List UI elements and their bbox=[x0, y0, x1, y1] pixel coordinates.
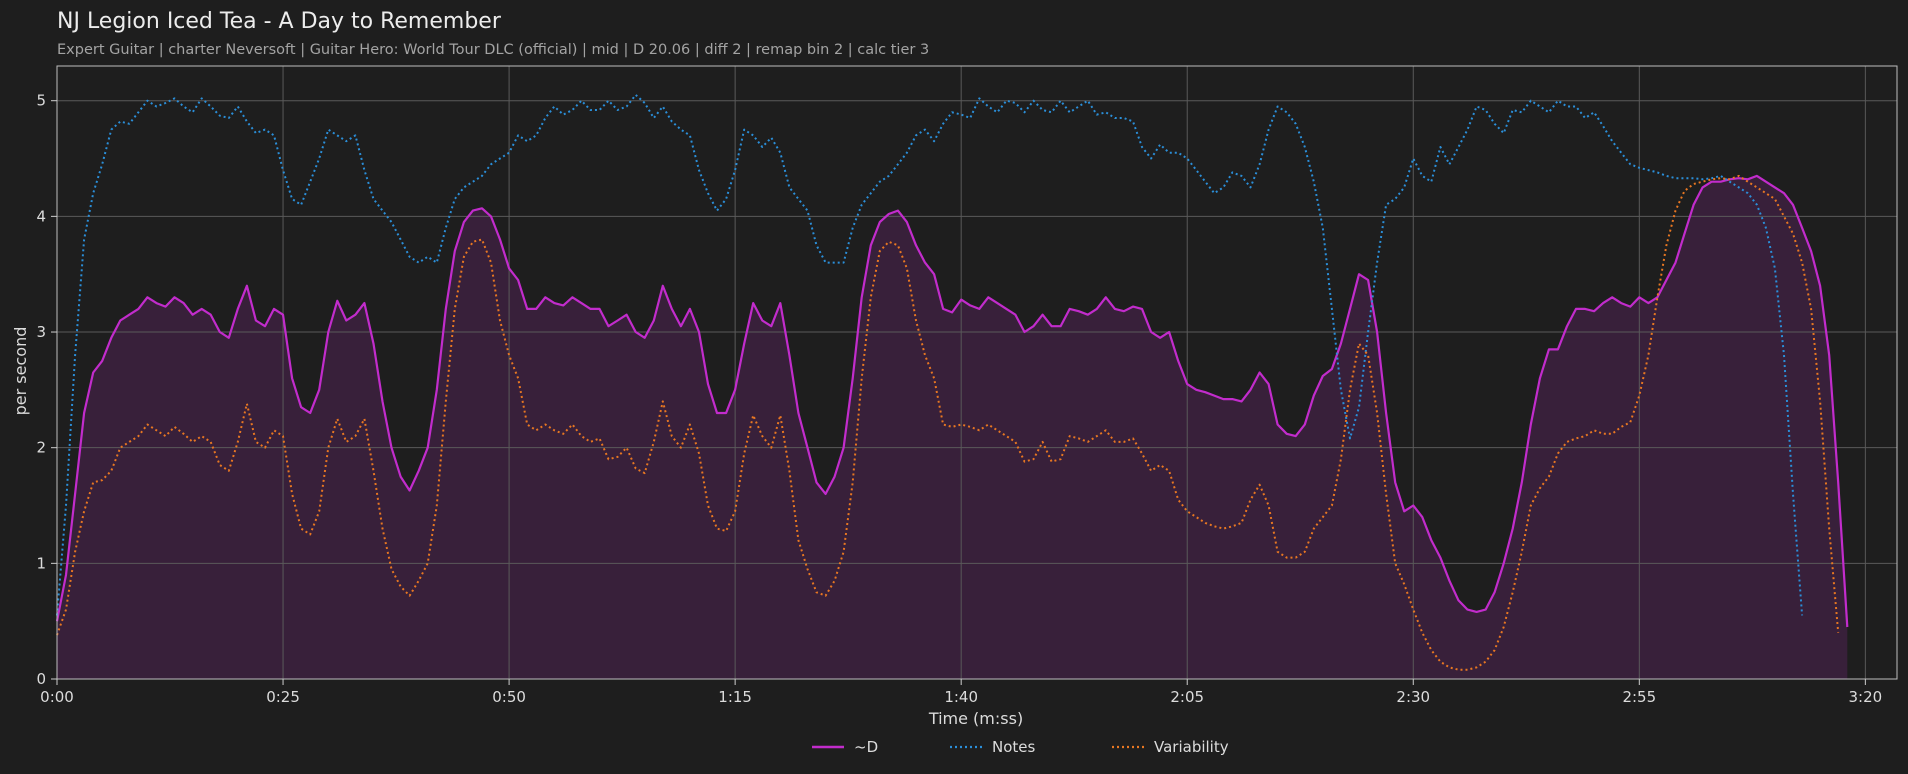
x-axis-ticks: 0:00 0:25 0:50 1:15 1:40 2:05 2:30 2:55 3:20 bbox=[40, 679, 1882, 706]
y-axis-label: per second bbox=[11, 327, 30, 416]
x-tick-label: 1:40 bbox=[944, 688, 978, 706]
chart-subtitle: Expert Guitar | charter Neversoft | Guit… bbox=[57, 42, 929, 58]
y-tick-label: 2 bbox=[36, 439, 46, 457]
x-tick-label: 2:30 bbox=[1396, 688, 1430, 706]
x-tick-label: 3:20 bbox=[1849, 688, 1883, 706]
plot-frame bbox=[56, 65, 1898, 680]
x-tick-label: 2:05 bbox=[1170, 688, 1204, 706]
x-tick-label: 0:50 bbox=[492, 688, 526, 706]
legend: ~D Notes Variability bbox=[812, 738, 1229, 756]
y-axis-ticks: 0 1 2 3 4 5 bbox=[36, 92, 57, 688]
y-tick-label: 3 bbox=[36, 323, 46, 341]
legend-label-variability: Variability bbox=[1154, 738, 1229, 756]
x-tick-label: 0:25 bbox=[266, 688, 300, 706]
x-tick-label: 0:00 bbox=[40, 688, 74, 706]
series-line-d bbox=[55, 174, 1849, 628]
chart-title: NJ Legion Iced Tea - A Day to Remember bbox=[57, 9, 502, 34]
x-tick-label: 2:55 bbox=[1622, 688, 1656, 706]
series-layer bbox=[55, 93, 1849, 671]
y-tick-label: 1 bbox=[36, 554, 46, 572]
x-tick-label: 1:15 bbox=[718, 688, 752, 706]
y-tick-label: 5 bbox=[36, 92, 46, 110]
fill-layer bbox=[57, 175, 1848, 679]
plot-area bbox=[55, 65, 1898, 680]
legend-label-notes: Notes bbox=[992, 738, 1036, 756]
x-axis-label: Time (m:ss) bbox=[928, 709, 1023, 728]
series-area-d bbox=[57, 175, 1848, 679]
y-tick-label: 4 bbox=[36, 207, 46, 225]
legend-label-d: ~D bbox=[854, 738, 878, 756]
y-tick-label: 0 bbox=[36, 670, 46, 688]
